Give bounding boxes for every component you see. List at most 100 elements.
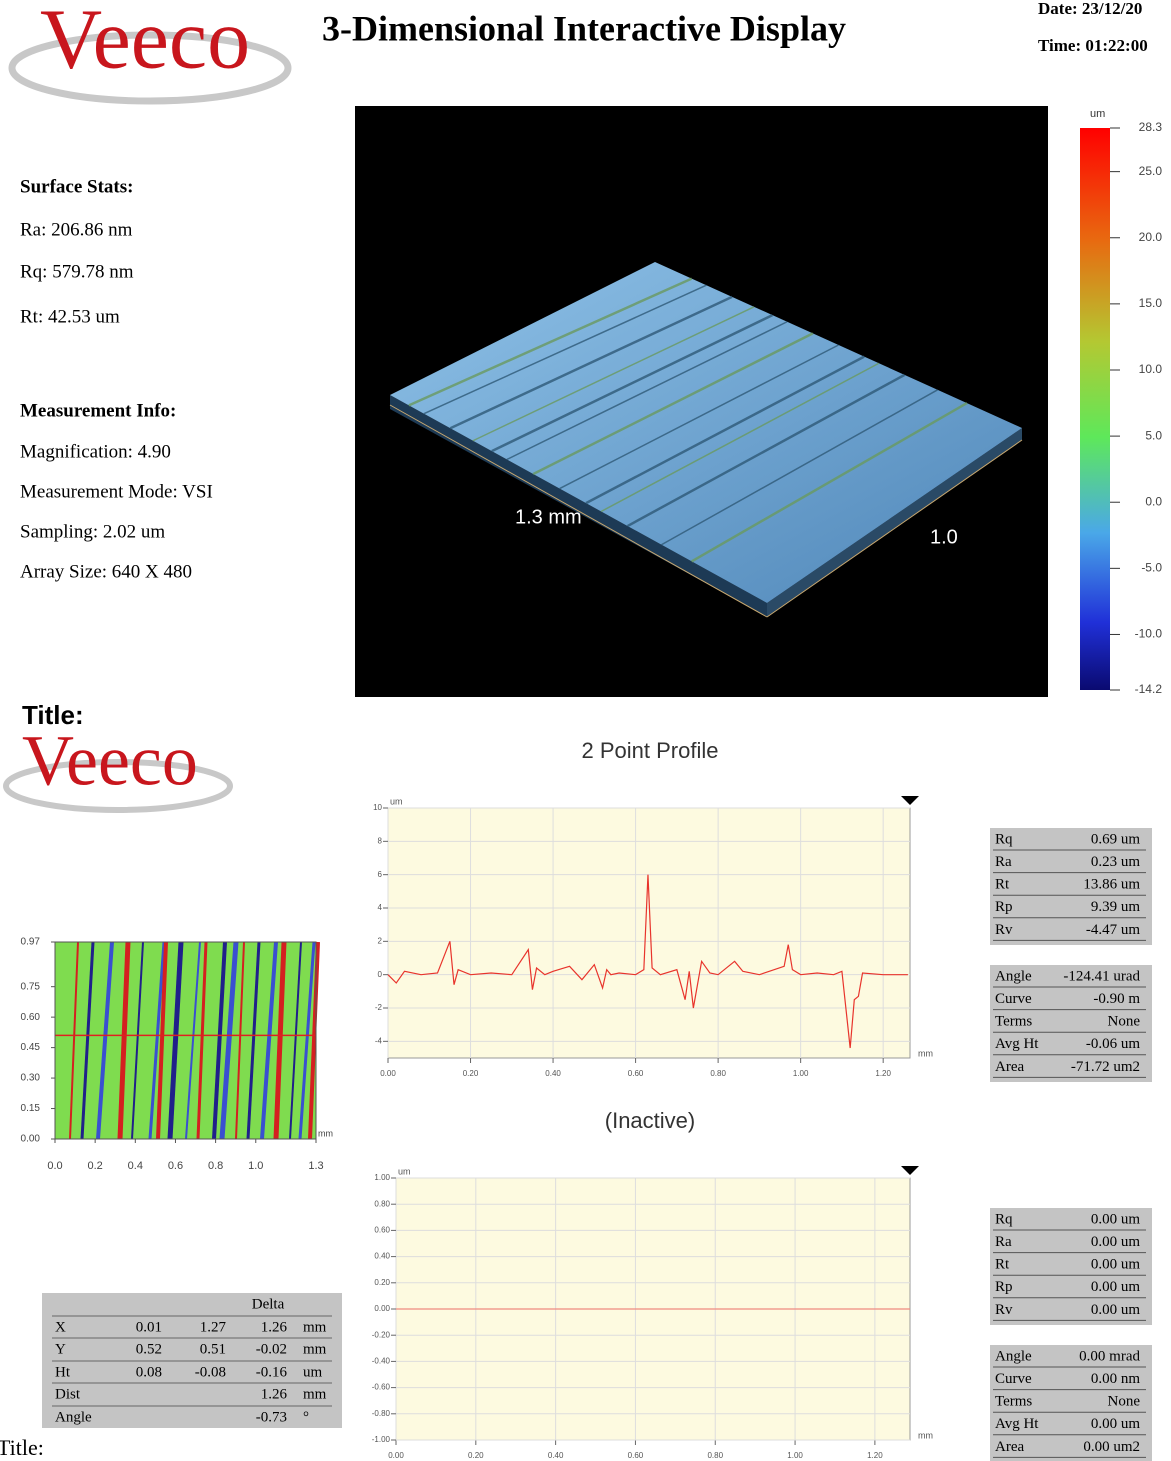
stat-value: -71.72 um2 [1071, 1059, 1140, 1075]
map-stripe [167, 941, 184, 1140]
row-label: Ht [55, 1364, 71, 1380]
x-tick-label: 0.0 [47, 1160, 62, 1172]
axis-label: 1.3 mm [515, 506, 582, 528]
colorbar-label: -14.2 [1135, 682, 1163, 696]
x-tick-label: 0.40 [545, 1069, 561, 1078]
map-stripe [212, 941, 227, 1140]
colorbar [1080, 128, 1110, 690]
x-tick-label: 1.20 [867, 1451, 883, 1460]
x-tick-label: 0.80 [707, 1451, 723, 1460]
map-stripe [148, 941, 166, 1140]
cell: 1.26 [261, 1319, 288, 1335]
cell: 1.26 [261, 1386, 288, 1402]
y-tick-label: 0.45 [21, 1042, 41, 1053]
stat-value: 13.86 um [1083, 877, 1140, 893]
map-stripe [235, 941, 245, 1140]
map-stripe [260, 941, 278, 1140]
colorbar-unit: um [1090, 108, 1105, 120]
stat-label: Angle [995, 968, 1032, 984]
x-tick-label: 0.60 [628, 1069, 644, 1078]
cell-unit: mm [303, 1341, 327, 1357]
colorbar-label: 20.0 [1139, 230, 1163, 244]
map-stripe [69, 941, 79, 1140]
y-tick-label: 0.40 [374, 1252, 390, 1261]
surface-stripe [600, 362, 880, 513]
surface-stripe [661, 389, 938, 546]
y-tick-label: 0.97 [21, 937, 41, 948]
cursor-marker [901, 1166, 919, 1175]
x-tick-label: 1.00 [787, 1451, 803, 1460]
stat-label: Rp [995, 1279, 1013, 1295]
stat-value: 0.00 um [1091, 1279, 1141, 1295]
stat-label: Rv [995, 1302, 1013, 1318]
map-stripe [80, 941, 95, 1140]
map-stripe [96, 941, 114, 1140]
axis-unit: um [390, 796, 403, 806]
y-tick-label: 2 [378, 936, 383, 945]
row-label: Angle [55, 1409, 92, 1425]
stats-box [990, 965, 1152, 1082]
stat-value: 0.00 um2 [1083, 1439, 1140, 1455]
stat-label: Terms [995, 1014, 1032, 1030]
stat-value: 0.00 um [1091, 1302, 1141, 1318]
surface-stripe [491, 313, 773, 453]
cell: -0.08 [195, 1364, 226, 1380]
y-tick-label: 0 [378, 970, 383, 979]
stat-value: None [1108, 1014, 1141, 1030]
map-stripe [219, 941, 239, 1140]
y-tick-label: -0.40 [372, 1357, 391, 1366]
map-stripe [298, 941, 316, 1140]
surface-stripe [449, 295, 733, 430]
y-tick-label: -0.60 [372, 1383, 391, 1392]
stat-value: 9.39 um [1091, 899, 1141, 915]
x-tick-label: 0.4 [128, 1160, 143, 1172]
cell: 0.01 [136, 1319, 162, 1335]
y-tick-label: -2 [375, 1003, 383, 1012]
colorbar-label: -5.0 [1141, 561, 1162, 575]
section-heading: Surface Stats: [20, 176, 133, 197]
y-tick-label: 0.60 [21, 1012, 41, 1023]
stat-label: Area [995, 1059, 1024, 1075]
stat-value: 0.00 nm [1091, 1371, 1141, 1387]
logo-swoosh [8, 31, 292, 105]
stat-label: Rt [995, 1257, 1010, 1273]
stat-value: 0.00 um [1091, 1257, 1141, 1273]
colorbar-label: 28.3 [1139, 120, 1163, 134]
row-label: Dist [55, 1386, 81, 1402]
surface-stripe [408, 277, 693, 407]
cell: 1.27 [200, 1319, 227, 1335]
stat-label: Ra [995, 854, 1012, 870]
cell: -0.73 [256, 1409, 287, 1425]
section-heading: Measurement Info: [20, 400, 176, 421]
stat-line: Magnification: 4.90 [20, 441, 171, 462]
plot-area [387, 807, 911, 1059]
map-frame [54, 941, 317, 1140]
axis-edge [389, 404, 768, 618]
x-tick-label: 1.0 [248, 1160, 263, 1172]
stat-line: Ra: 206.86 nm [20, 219, 133, 240]
cursor-marker [901, 796, 919, 805]
y-tick-label: 8 [378, 836, 383, 845]
stats-box [990, 828, 1152, 945]
chart-title: 2 Point Profile [582, 738, 719, 763]
axis-unit: mm [918, 1048, 933, 1058]
stat-line: Rq: 579.78 nm [20, 261, 134, 282]
colorbar-label: 25.0 [1139, 164, 1163, 178]
colorbar-label: 10.0 [1139, 362, 1163, 376]
plane-side [390, 395, 767, 617]
y-tick-label: 0.80 [374, 1199, 390, 1208]
stat-value: 0.69 um [1091, 831, 1141, 847]
stat-label: Rq [995, 1211, 1013, 1227]
y-tick-label: 0.00 [374, 1304, 390, 1313]
stat-value: None [1108, 1394, 1141, 1410]
surface-stripe [559, 344, 839, 490]
x-tick-label: 1.3 [308, 1160, 323, 1172]
logo: Veeco [22, 721, 198, 801]
y-tick-label: -0.20 [372, 1330, 391, 1339]
date: Date: 23/12/20 [1038, 0, 1142, 18]
time: Time: 01:22:00 [1038, 36, 1148, 55]
map-stripe [117, 941, 131, 1140]
row-label: X [55, 1319, 66, 1335]
